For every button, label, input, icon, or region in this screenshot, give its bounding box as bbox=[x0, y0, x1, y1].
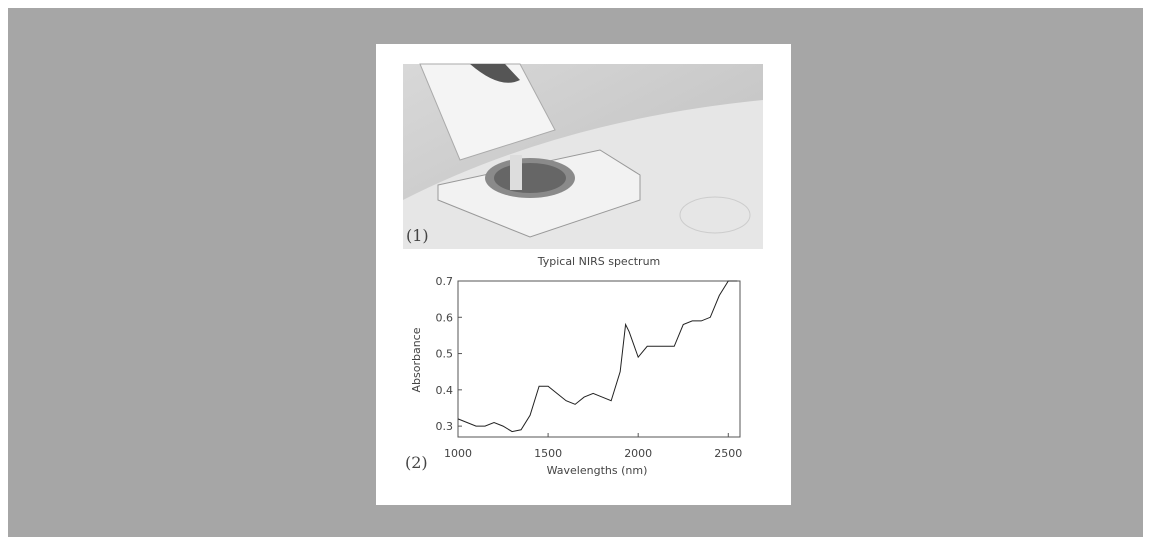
y-tick-label: 0.4 bbox=[436, 384, 454, 397]
x-tick-label: 1500 bbox=[534, 447, 562, 460]
x-tick-label: 2000 bbox=[624, 447, 652, 460]
y-tick-label: 0.6 bbox=[436, 311, 454, 324]
photo: (1) bbox=[403, 64, 763, 249]
y-tick-label: 0.7 bbox=[436, 275, 454, 288]
y-tick-label: 0.3 bbox=[436, 420, 454, 433]
panel-label: (2) bbox=[405, 453, 428, 472]
x-axis-label: Wavelengths (nm) bbox=[547, 464, 648, 477]
chart-title: Typical NIRS spectrum bbox=[537, 255, 661, 268]
y-tick-label: 0.5 bbox=[436, 348, 454, 361]
x-tick-label: 2500 bbox=[714, 447, 742, 460]
panel-label: (1) bbox=[406, 226, 429, 245]
x-tick-label: 1000 bbox=[444, 447, 472, 460]
page: (1) Typical NIRS spectrum Wavelengths (n… bbox=[0, 0, 1151, 545]
y-axis-label: Absorbance bbox=[410, 327, 423, 392]
viewer: (1) Typical NIRS spectrum Wavelengths (n… bbox=[0, 0, 1151, 545]
